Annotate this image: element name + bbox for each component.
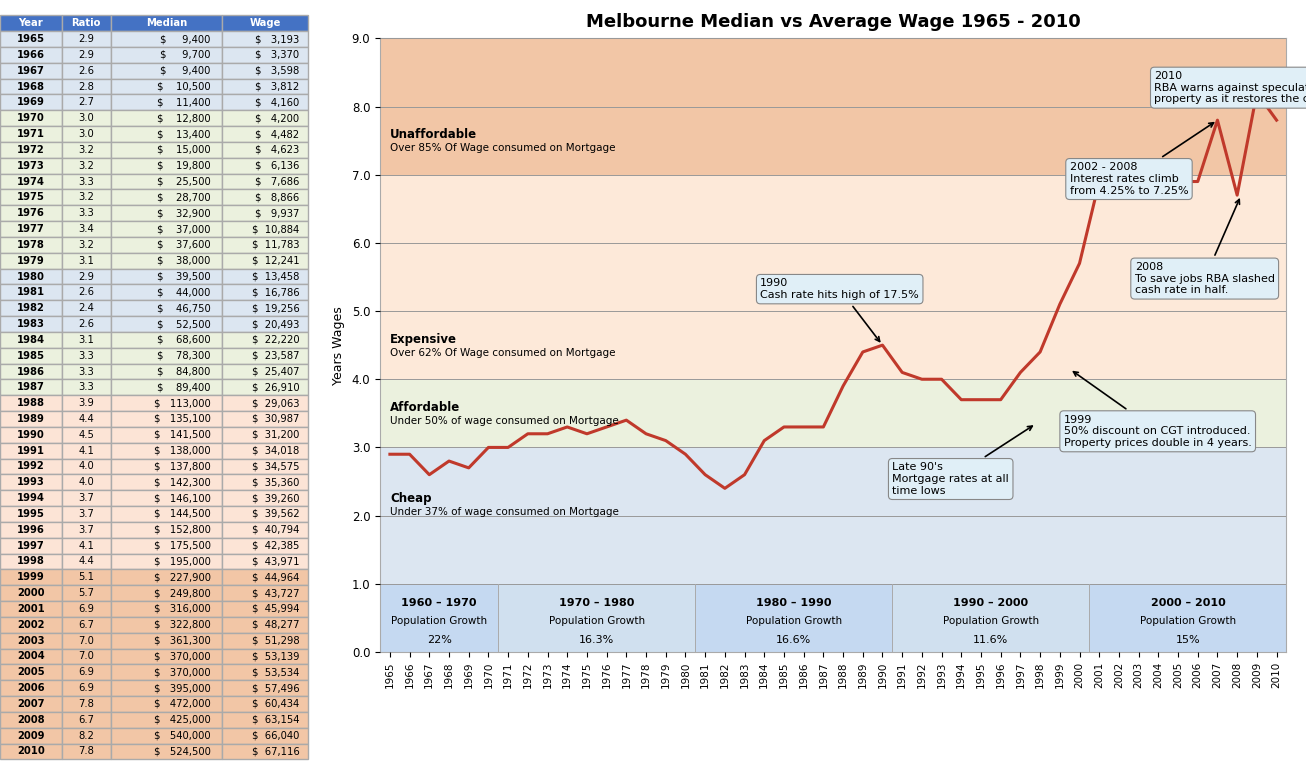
Text: 2002 - 2008
Interest rates climb
from 4.25% to 7.25%: 2002 - 2008 Interest rates climb from 4.… xyxy=(1070,123,1213,196)
Text: 22%: 22% xyxy=(427,634,452,645)
Text: Population Growth: Population Growth xyxy=(390,616,487,627)
Text: Population Growth: Population Growth xyxy=(1140,616,1235,627)
Text: 1970 – 1980: 1970 – 1980 xyxy=(559,597,635,608)
Text: Under 37% of wage consumed on Mortgage: Under 37% of wage consumed on Mortgage xyxy=(390,507,619,517)
Text: 2000 – 2010: 2000 – 2010 xyxy=(1151,597,1225,608)
Text: Under 50% of wage consumed on Mortgage: Under 50% of wage consumed on Mortgage xyxy=(390,416,619,426)
Text: 16.3%: 16.3% xyxy=(579,634,614,645)
Text: 15%: 15% xyxy=(1175,634,1200,645)
Text: 2008
To save jobs RBA slashed
cash rate in half.: 2008 To save jobs RBA slashed cash rate … xyxy=(1135,199,1275,295)
Text: Population Growth: Population Growth xyxy=(746,616,842,627)
Text: Affordable: Affordable xyxy=(390,401,460,414)
Text: Late 90's
Mortgage rates at all
time lows: Late 90's Mortgage rates at all time low… xyxy=(892,426,1032,495)
Text: Over 85% Of Wage consumed on Mortgage: Over 85% Of Wage consumed on Mortgage xyxy=(390,143,615,153)
Text: Over 62% Of Wage consumed on Mortgage: Over 62% Of Wage consumed on Mortgage xyxy=(390,348,615,358)
Text: 1980 – 1990: 1980 – 1990 xyxy=(756,597,832,608)
Text: Population Growth: Population Growth xyxy=(549,616,645,627)
Y-axis label: Years Wages: Years Wages xyxy=(332,306,345,384)
Text: 1990 – 2000: 1990 – 2000 xyxy=(953,597,1028,608)
Title: Melbourne Median vs Average Wage 1965 - 2010: Melbourne Median vs Average Wage 1965 - … xyxy=(586,13,1080,31)
Text: Expensive: Expensive xyxy=(390,333,457,346)
Text: 2010
RBA warns against speculating on
property as it restores the cash rate.: 2010 RBA warns against speculating on pr… xyxy=(1155,71,1306,104)
Text: 11.6%: 11.6% xyxy=(973,634,1008,645)
Text: Population Growth: Population Growth xyxy=(943,616,1038,627)
Text: Unaffordable: Unaffordable xyxy=(390,128,477,141)
Text: 1960 – 1970: 1960 – 1970 xyxy=(401,597,477,608)
Text: Cheap: Cheap xyxy=(390,492,431,505)
Text: 1990
Cash rate hits high of 17.5%: 1990 Cash rate hits high of 17.5% xyxy=(760,278,919,341)
Text: 16.6%: 16.6% xyxy=(776,634,811,645)
Text: 1999
50% discount on CGT introduced.
Property prices double in 4 years.: 1999 50% discount on CGT introduced. Pro… xyxy=(1064,372,1251,448)
